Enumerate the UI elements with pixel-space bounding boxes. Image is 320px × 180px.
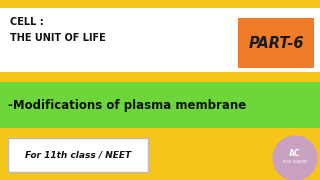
Bar xyxy=(0,82,320,128)
Bar xyxy=(8,138,148,172)
Text: For 11th class / NEET: For 11th class / NEET xyxy=(25,150,131,159)
Text: THE UNIT OF LIFE: THE UNIT OF LIFE xyxy=(10,33,106,43)
Bar xyxy=(238,18,314,68)
Bar xyxy=(0,0,320,8)
Bar xyxy=(0,72,320,82)
Text: PART-6: PART-6 xyxy=(248,35,304,51)
Bar xyxy=(0,8,320,72)
Circle shape xyxy=(273,136,317,180)
Text: AC: AC xyxy=(289,150,301,159)
Text: CELL :: CELL : xyxy=(10,17,44,27)
Text: MOOC ACADEMY: MOOC ACADEMY xyxy=(283,160,307,164)
Text: -Modifications of plasma membrane: -Modifications of plasma membrane xyxy=(8,98,246,111)
